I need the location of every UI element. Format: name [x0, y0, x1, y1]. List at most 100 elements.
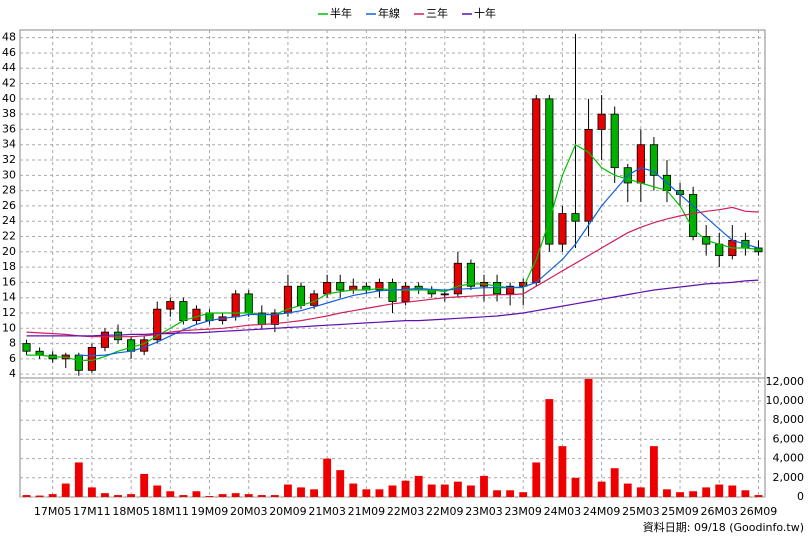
y-tick-label: 10	[2, 321, 16, 334]
y-tick-label: 48	[2, 31, 16, 44]
y2-tick-label: 12,000	[766, 375, 805, 388]
volume-bar	[427, 484, 436, 497]
volume-bar	[453, 481, 462, 497]
y2-tick-label: 10,000	[766, 394, 805, 407]
volume-bar	[636, 487, 645, 497]
volume-bar	[166, 491, 175, 497]
source-note: 資料日期: 09/18 (Goodinfo.tw)	[643, 520, 804, 534]
volume-bar	[101, 493, 109, 497]
candle-body	[35, 350, 44, 356]
volume-bar	[689, 491, 698, 497]
volume-bar	[467, 485, 475, 497]
y2-tick-label: 6,000	[773, 432, 805, 445]
legend-label: 年線	[378, 6, 400, 20]
volume-bar	[140, 473, 149, 497]
x-tick-label: 19M09	[191, 505, 229, 518]
volume-bar	[192, 491, 201, 497]
volume-bar	[597, 481, 606, 497]
x-tick-label: 25M03	[622, 505, 660, 518]
candle-body	[440, 293, 449, 296]
candle-body	[244, 293, 253, 314]
candle-body	[754, 247, 763, 253]
volume-bar	[649, 446, 658, 497]
candle-body	[649, 144, 658, 176]
volume-bar	[493, 490, 501, 497]
y-tick-label: 34	[2, 138, 16, 151]
volume-bar	[440, 484, 449, 497]
volume-bar	[153, 485, 162, 497]
candle-body	[127, 339, 136, 352]
volume-bar	[48, 494, 57, 497]
candle-body	[336, 281, 345, 291]
y-tick-label: 22	[2, 230, 16, 243]
legend-label: 十年	[474, 6, 496, 20]
volume-bar	[676, 492, 684, 497]
candle-body	[270, 312, 279, 325]
legend-label: 半年	[330, 6, 352, 20]
volume-bar	[610, 468, 619, 497]
volume-bar	[584, 378, 593, 497]
x-tick-label: 22M09	[426, 505, 464, 518]
volume-bar	[558, 446, 567, 497]
y-tick-label: 46	[2, 46, 16, 59]
volume-bar	[414, 475, 423, 497]
volume-bar	[349, 483, 358, 497]
candle-body	[636, 144, 645, 184]
x-tick-label: 20M09	[269, 505, 307, 518]
ma-line	[78, 167, 759, 357]
volume-bar	[754, 495, 763, 497]
candle-body	[323, 281, 332, 295]
candle-body	[506, 285, 515, 295]
candle-body	[179, 301, 188, 322]
candle-body	[153, 308, 162, 341]
y-tick-label: 24	[2, 214, 16, 227]
y2-tick-label: 0	[797, 490, 804, 503]
x-tick-label: 24M03	[544, 505, 582, 518]
y-tick-label: 14	[2, 291, 16, 304]
candle-body	[388, 281, 397, 302]
candle-body	[22, 343, 31, 352]
candle-body	[166, 301, 175, 310]
y-tick-label: 32	[2, 153, 16, 166]
volume-bar	[179, 495, 188, 497]
volume-bar	[114, 495, 122, 497]
candle-body	[532, 98, 541, 283]
volume-bar	[519, 492, 528, 497]
volume-bar	[323, 458, 332, 497]
legend-label: 三年	[426, 6, 448, 20]
y2-tick-label: 8,000	[773, 413, 805, 426]
volume-bar	[702, 487, 711, 497]
candle-body	[100, 331, 110, 348]
candle-body	[571, 213, 580, 222]
x-tick-label: 17M11	[73, 505, 111, 518]
x-tick-label: 25M09	[661, 505, 699, 518]
candle-body	[597, 113, 606, 130]
candle-body	[558, 213, 567, 245]
volume-bar	[310, 489, 318, 497]
volume-bar	[257, 495, 266, 497]
volume-bar	[663, 489, 671, 497]
candle-body	[87, 347, 96, 371]
x-tick-label: 18M11	[152, 505, 190, 518]
volume-bar	[375, 489, 384, 497]
y-tick-label: 40	[2, 92, 16, 105]
x-tick-label: 23M09	[504, 505, 542, 518]
y-tick-label: 44	[2, 61, 16, 74]
x-tick-label: 17M05	[34, 505, 72, 518]
plot-frame	[19, 29, 766, 498]
x-tick-label: 22M03	[387, 505, 425, 518]
candle-body	[519, 281, 528, 287]
volume-bar	[22, 495, 31, 497]
ma-line	[26, 206, 759, 338]
y-tick-label: 42	[2, 77, 16, 90]
y-tick-label: 20	[2, 245, 16, 258]
candle-body	[375, 281, 384, 291]
volume-bar	[205, 496, 214, 497]
x-tick-label: 21M09	[348, 505, 386, 518]
candle-body	[296, 285, 306, 306]
candle-body	[453, 262, 462, 295]
volume-bar	[284, 484, 292, 497]
volume-bar	[571, 477, 580, 497]
volume-bar	[728, 485, 737, 497]
x-tick-label: 24M09	[583, 505, 621, 518]
